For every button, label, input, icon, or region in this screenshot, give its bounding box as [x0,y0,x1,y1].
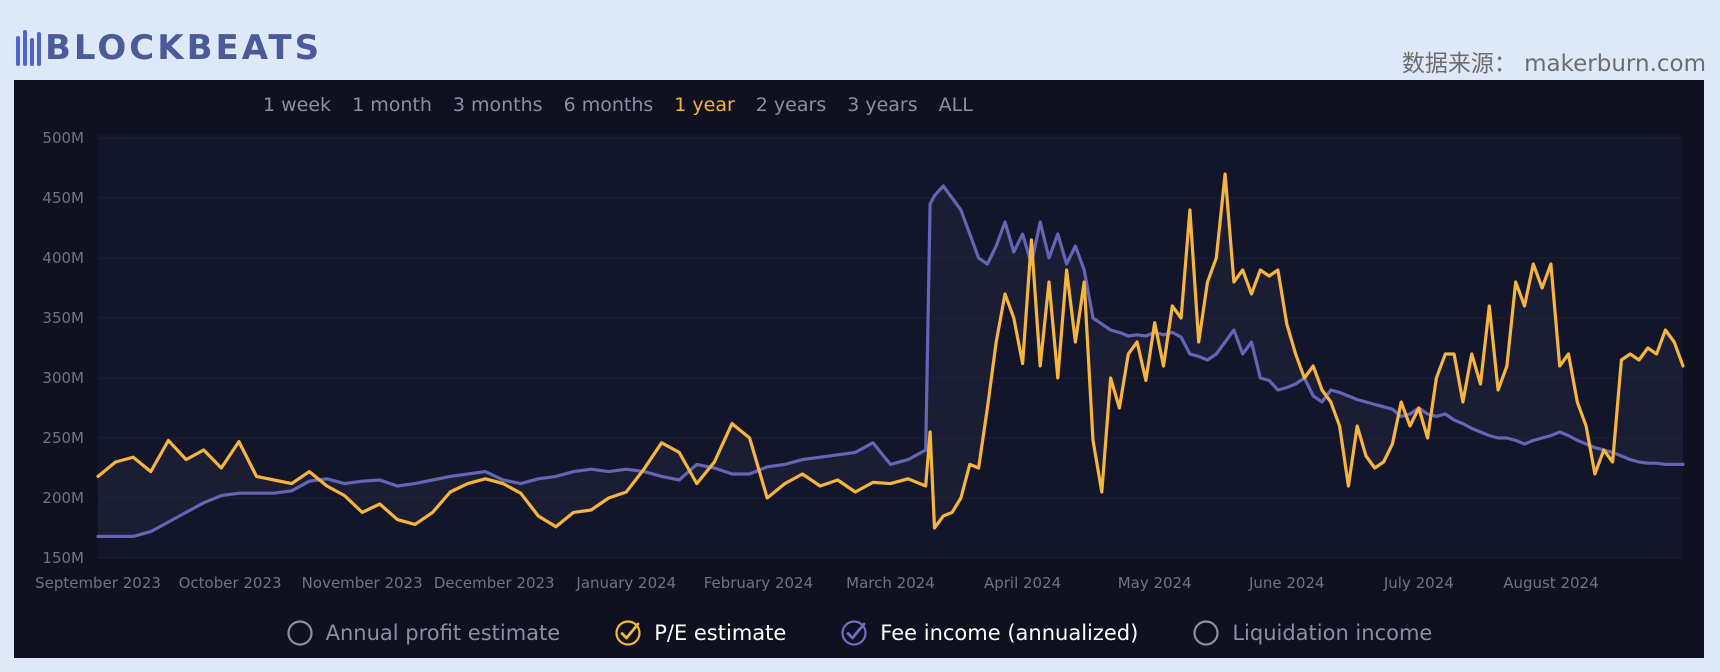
y-tick-label: 500M [42,129,84,147]
legend: Annual profit estimate P/E estimate Fee in… [14,614,1704,652]
y-tick-label: 450M [42,189,84,207]
x-tick-label: December 2023 [434,574,555,592]
x-tick-label: February 2024 [704,574,813,592]
y-tick-label: 250M [42,429,84,447]
blockbeats-logo[interactable]: BLOCKBEATS [16,28,322,68]
y-tick-label: 350M [42,309,84,327]
x-tick-label: November 2023 [302,574,423,592]
x-tick-label: May 2024 [1118,574,1192,592]
legend-label: Fee income (annualized) [880,621,1139,645]
y-tick-label: 200M [42,489,84,507]
range-button-all[interactable]: ALL [938,94,973,116]
series-line-p-e-estimate [96,172,1685,530]
range-button-1-week[interactable]: 1 week [263,94,332,116]
y-tick-label: 400M [42,249,84,267]
series-line-fee-income-annualized [96,184,1685,538]
data-source-label: 数据来源： makerburn.com [1401,51,1706,77]
legend-item-liquidation-income[interactable]: Liquidation income [1192,619,1432,647]
logo-bars-icon [16,30,41,66]
time-range-selector: 1 week 1 month 3 months 6 months 1 year 2 yea… [263,94,994,120]
plot-area [98,134,1683,558]
logo-text: BLOCKBEATS [45,28,323,68]
range-button-6-months[interactable]: 6 months [563,94,654,116]
chart-svg: 150M 200M 250M 300M 350M 400M 450M 500M Septembe… [35,129,1685,592]
x-tick-label: April 2024 [984,574,1061,592]
x-tick-label: October 2023 [179,574,282,592]
legend-label: P/E estimate [654,621,787,645]
x-tick-label: June 2024 [1248,574,1325,592]
legend-item-fee-income-annualized[interactable]: Fee income (annualized) [840,619,1138,647]
range-button-1-month[interactable]: 1 month [352,94,432,116]
x-tick-label: July 2024 [1383,574,1454,592]
header: BLOCKBEATS 数据来源： makerburn.com [0,0,1720,80]
legend-label: Liquidation income [1232,621,1433,645]
x-tick-label: September 2023 [35,574,161,592]
empty-circle-icon [1193,620,1219,646]
x-tick-label: January 2024 [575,574,676,592]
checked-circle-icon [615,620,641,646]
legend-label: Annual profit estimate [325,621,561,645]
range-button-1-year[interactable]: 1 year [674,94,735,116]
range-button-2-years[interactable]: 2 years [755,94,827,116]
checked-circle-icon [841,620,867,646]
y-tick-label: 300M [42,369,84,387]
empty-circle-icon [287,620,313,646]
legend-item-annual-profit-estimate[interactable]: Annual profit estimate [286,619,561,647]
chart-panel: 1 week 1 month 3 months 6 months 1 year 2 yea… [14,80,1704,658]
range-button-3-years[interactable]: 3 years [847,94,918,116]
legend-item-p-e-estimate[interactable]: P/E estimate [614,619,786,647]
x-tick-label: March 2024 [846,574,935,592]
x-tick-label: August 2024 [1503,574,1598,592]
range-button-3-months[interactable]: 3 months [452,94,543,116]
y-tick-label: 150M [42,549,84,567]
